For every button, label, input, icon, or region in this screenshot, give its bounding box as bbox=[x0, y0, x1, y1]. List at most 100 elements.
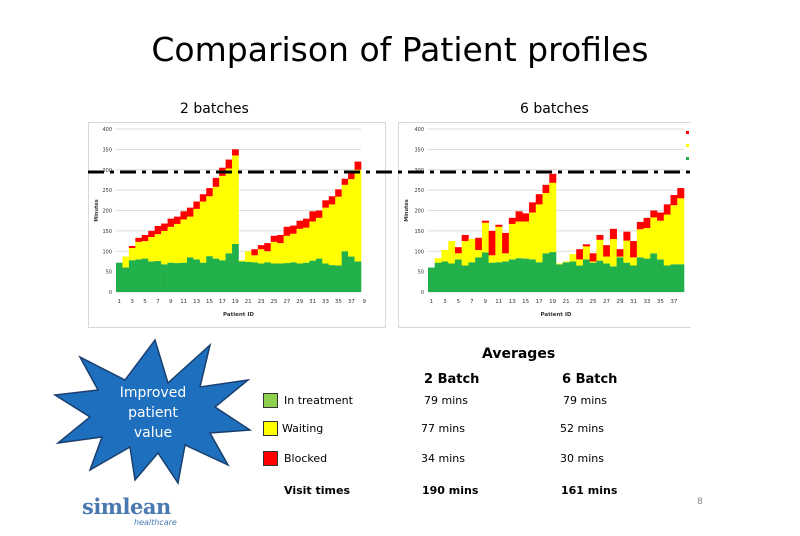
bar-in-treatment bbox=[670, 264, 678, 292]
bar-waiting bbox=[186, 216, 194, 258]
y-tick-label: 100 bbox=[414, 249, 424, 255]
y-tick-label: 150 bbox=[102, 229, 112, 235]
bar-in-treatment bbox=[428, 267, 436, 292]
x-axis-label: Patient ID bbox=[223, 312, 254, 318]
bar-blocked bbox=[302, 218, 310, 228]
bar-waiting bbox=[529, 212, 537, 260]
bar-in-treatment bbox=[529, 259, 537, 292]
bar-blocked bbox=[657, 212, 665, 221]
x-tick-label: 29 bbox=[296, 299, 303, 305]
bar-in-treatment bbox=[348, 256, 355, 292]
bar-waiting bbox=[161, 230, 168, 265]
value-blocked-2-batch: 34 mins bbox=[421, 452, 465, 465]
bar-blocked bbox=[549, 173, 557, 183]
bar-waiting bbox=[264, 251, 272, 263]
x-axis-label: Patient ID bbox=[541, 312, 572, 318]
bar-waiting bbox=[549, 182, 557, 253]
bar-blocked bbox=[128, 245, 136, 248]
x-tick-label: 23 bbox=[576, 299, 583, 305]
bar-waiting bbox=[663, 214, 671, 266]
value-waiting-2-batch: 77 mins bbox=[421, 422, 465, 435]
bar-waiting bbox=[225, 168, 233, 254]
bar-in-treatment bbox=[277, 263, 284, 292]
x-tick-label: 33 bbox=[322, 299, 329, 305]
bar-in-treatment bbox=[475, 257, 483, 292]
bar-blocked bbox=[609, 228, 617, 240]
bar-waiting bbox=[508, 223, 516, 260]
bar-blocked bbox=[167, 218, 175, 227]
bar-blocked bbox=[193, 201, 201, 209]
averages-title: Averages bbox=[482, 346, 556, 362]
bar-in-treatment bbox=[603, 263, 611, 292]
bar-in-treatment bbox=[257, 263, 265, 292]
bar-waiting bbox=[270, 241, 278, 264]
bar-in-treatment bbox=[569, 261, 577, 292]
bar-in-treatment bbox=[522, 258, 530, 292]
bar-in-treatment bbox=[135, 259, 143, 292]
x-tick-label: 17 bbox=[536, 299, 543, 305]
bar-in-treatment bbox=[290, 262, 297, 292]
bar-waiting bbox=[475, 250, 483, 258]
bar-in-treatment bbox=[225, 253, 233, 292]
bar-blocked bbox=[603, 245, 611, 257]
bar-in-treatment bbox=[609, 266, 617, 292]
bar-blocked bbox=[481, 220, 489, 223]
bar-waiting bbox=[148, 236, 155, 262]
bar-waiting bbox=[488, 255, 496, 263]
bar-in-treatment bbox=[341, 251, 349, 292]
bar-blocked bbox=[251, 249, 259, 256]
x-tick-label: 3 bbox=[443, 299, 447, 305]
row-label-in-treatment: In treatment bbox=[284, 394, 353, 407]
bar-blocked bbox=[354, 161, 362, 170]
bar-blocked bbox=[582, 244, 590, 247]
bar-blocked bbox=[270, 235, 278, 242]
bar-in-treatment bbox=[161, 264, 168, 292]
bar-in-treatment bbox=[448, 263, 456, 292]
starburst-line-2: patient bbox=[128, 405, 178, 421]
bar-in-treatment bbox=[576, 265, 584, 292]
value-blocked-6-batch: 30 mins bbox=[560, 452, 604, 465]
bar-blocked bbox=[180, 211, 188, 220]
x-tick-label: 35 bbox=[335, 299, 342, 305]
x-tick-label: 7 bbox=[470, 299, 474, 305]
bar-waiting bbox=[596, 239, 604, 261]
logo-simlean: simlean bbox=[82, 494, 171, 519]
bar-waiting bbox=[569, 254, 577, 262]
bar-blocked bbox=[264, 243, 272, 252]
row-label-waiting: Waiting bbox=[282, 422, 324, 435]
bar-in-treatment bbox=[616, 257, 624, 292]
bar-waiting bbox=[441, 250, 449, 262]
bar-blocked bbox=[135, 237, 143, 242]
bar-blocked bbox=[535, 194, 543, 205]
bar-blocked bbox=[257, 245, 265, 250]
bar-in-treatment bbox=[193, 259, 201, 292]
bar-in-treatment bbox=[556, 264, 564, 292]
x-tick-label: 19 bbox=[549, 299, 556, 305]
x-tick-label: 31 bbox=[630, 299, 637, 305]
starburst-line-3: value bbox=[134, 425, 172, 441]
bar-in-treatment bbox=[542, 253, 550, 292]
y-tick-label: 250 bbox=[102, 188, 112, 194]
bar-waiting bbox=[603, 256, 611, 264]
visit-times-6-batch: 161 mins bbox=[561, 484, 618, 497]
bar-in-treatment bbox=[141, 258, 149, 292]
x-tick-label: 3 bbox=[130, 299, 134, 305]
x-tick-label: 11 bbox=[180, 299, 187, 305]
bar-waiting bbox=[657, 220, 665, 260]
bar-in-treatment bbox=[122, 267, 130, 292]
x-tick-label: 21 bbox=[563, 299, 570, 305]
bar-blocked bbox=[461, 234, 469, 242]
bar-waiting bbox=[167, 226, 175, 263]
bar-waiting bbox=[502, 253, 510, 262]
bar-in-treatment bbox=[116, 262, 123, 292]
bar-blocked bbox=[322, 200, 330, 208]
x-tick-label: 5 bbox=[143, 299, 147, 305]
bar-waiting bbox=[290, 233, 297, 263]
bar-blocked bbox=[643, 217, 651, 229]
bar-waiting bbox=[328, 204, 336, 266]
bar-in-treatment bbox=[643, 258, 651, 292]
bar-waiting bbox=[193, 208, 201, 260]
bar-waiting bbox=[341, 184, 349, 252]
bar-waiting bbox=[468, 239, 476, 263]
